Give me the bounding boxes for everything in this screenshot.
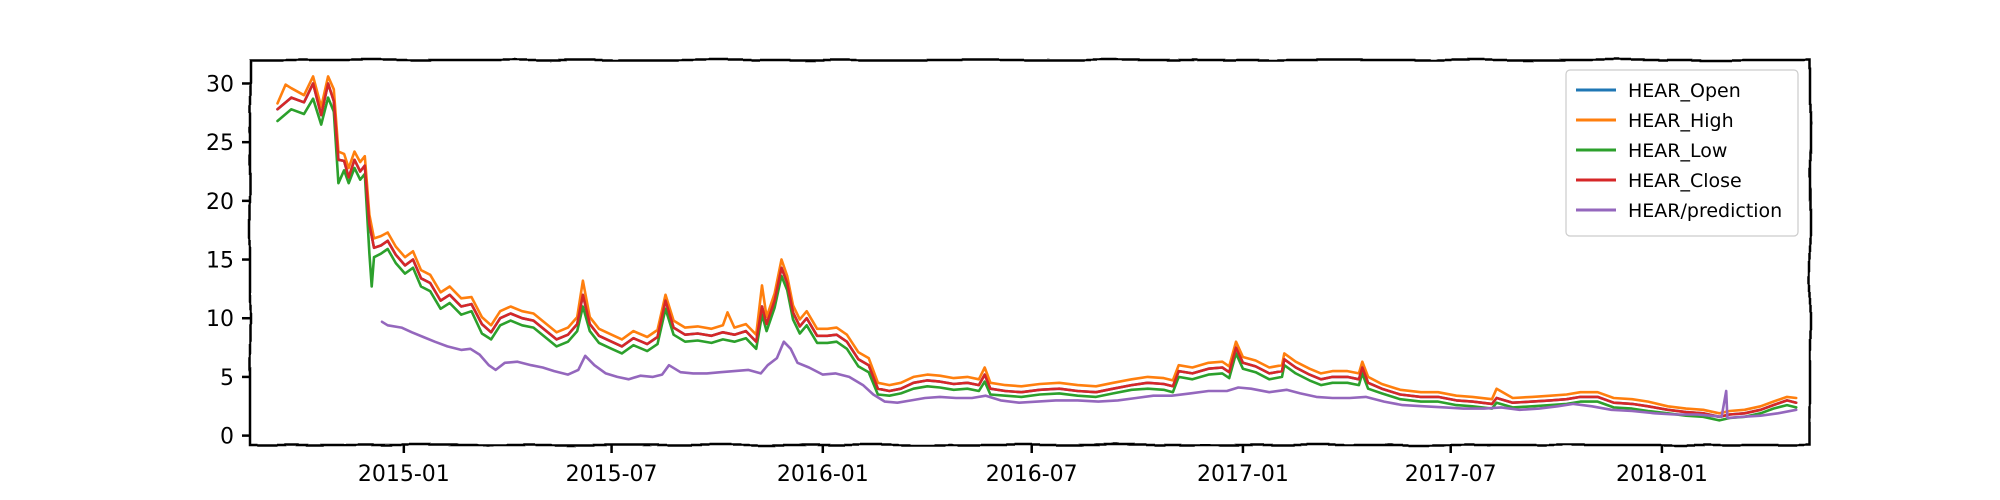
legend-label: HEAR_High: [1628, 110, 1734, 132]
y-tick-label: 30: [206, 72, 234, 97]
x-tick-label: 2017-01: [1197, 462, 1289, 487]
series-layer: [276, 75, 1798, 422]
x-tick-label: 2015-01: [358, 462, 450, 487]
y-tick-label: 0: [220, 425, 234, 450]
legend-label: HEAR_Close: [1628, 170, 1742, 192]
series-line-4: [380, 320, 1798, 420]
legend-label: HEAR_Low: [1628, 140, 1727, 162]
plot-frame: [248, 58, 1812, 447]
x-tick-label: 2017-07: [1405, 462, 1497, 487]
y-axis: 0 5 10 15 20 25 30: [206, 72, 250, 450]
x-tick-label: 2016-07: [986, 462, 1078, 487]
y-tick-label: 15: [206, 249, 234, 274]
series-line-1: [276, 75, 1798, 415]
series-line-2: [276, 96, 1798, 422]
y-tick-label: 25: [206, 131, 234, 156]
legend-label: HEAR_Open: [1628, 80, 1741, 102]
legend-label: HEAR/prediction: [1628, 200, 1782, 222]
x-tick-label: 2018-01: [1616, 462, 1708, 487]
y-tick-label: 5: [220, 366, 234, 391]
y-tick-label: 20: [206, 190, 234, 215]
y-tick-label: 10: [206, 307, 234, 332]
legend-box: [1565, 69, 1799, 237]
x-axis: 2015-01 2015-07 2016-01 2016-07 2017-01 2017-…: [358, 445, 1708, 487]
x-tick-label: 2015-07: [566, 462, 658, 487]
x-tick-label: 2016-01: [777, 462, 869, 487]
series-line-3: [276, 82, 1798, 419]
legend: HEAR_Open HEAR_High HEAR_Low HEAR_Close HEAR…: [1565, 69, 1799, 237]
